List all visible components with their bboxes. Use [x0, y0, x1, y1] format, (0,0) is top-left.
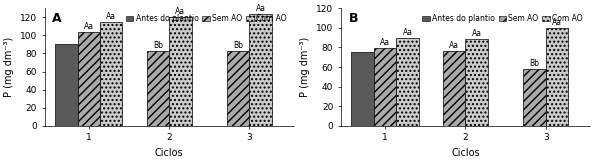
Text: Aa: Aa [472, 29, 482, 38]
Text: Aa: Aa [403, 28, 413, 37]
Y-axis label: P (mg dm⁻³): P (mg dm⁻³) [4, 37, 14, 97]
Bar [169, 17, 191, 126]
Text: Aa: Aa [255, 4, 266, 13]
X-axis label: Ciclos: Ciclos [155, 148, 184, 158]
Bar [523, 69, 546, 126]
Text: Aa: Aa [449, 41, 459, 50]
Bar [249, 14, 272, 126]
Text: A: A [52, 12, 62, 25]
Text: Bb: Bb [529, 59, 539, 68]
X-axis label: Ciclos: Ciclos [451, 148, 480, 158]
Text: Aa: Aa [175, 7, 185, 17]
Text: Bb: Bb [153, 41, 163, 50]
Legend: Antes do plantio, Sem AO, Com AO: Antes do plantio, Sem AO, Com AO [419, 11, 586, 26]
Bar [352, 52, 374, 126]
Y-axis label: P (mg dm⁻³): P (mg dm⁻³) [301, 37, 311, 97]
Text: Aa: Aa [84, 22, 94, 31]
Bar [55, 44, 78, 126]
Bar [78, 32, 100, 126]
Bar [374, 48, 396, 126]
Bar [147, 51, 169, 126]
Text: Aa: Aa [106, 12, 116, 21]
Text: Bb: Bb [233, 41, 243, 50]
Bar [465, 39, 488, 126]
Bar [227, 51, 249, 126]
Text: Aa: Aa [552, 18, 562, 27]
Bar [100, 22, 122, 126]
Bar [396, 38, 419, 126]
Bar [546, 28, 568, 126]
Text: B: B [349, 12, 358, 25]
Bar [443, 51, 465, 126]
Legend: Antes do plantio, Sem AO, Com AO: Antes do plantio, Sem AO, Com AO [122, 11, 290, 26]
Text: Aa: Aa [380, 38, 390, 47]
